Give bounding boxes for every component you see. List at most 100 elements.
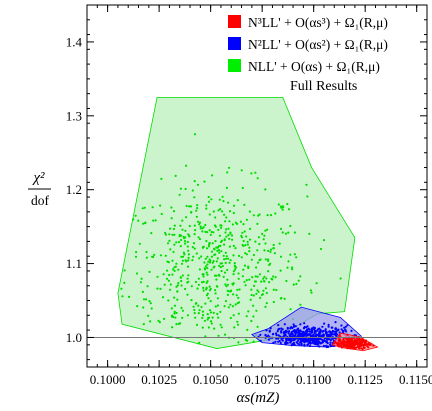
series-2-point <box>279 227 283 230</box>
series-2-point <box>210 230 213 234</box>
series-2-point <box>227 201 230 204</box>
series-2-point <box>219 208 222 211</box>
series-2-point <box>180 284 183 287</box>
series-1-point <box>313 341 316 344</box>
series-2-point <box>285 279 288 283</box>
series-2-point <box>287 260 290 263</box>
series-2-point <box>258 259 261 262</box>
series-0-point <box>363 343 366 346</box>
series-1-point <box>327 325 330 328</box>
series-2-point <box>158 321 161 324</box>
series-2-point <box>201 310 204 313</box>
series-0-point <box>353 338 357 341</box>
series-2-point <box>277 203 280 206</box>
series-2-point <box>248 238 252 241</box>
series-2-point <box>206 318 209 321</box>
series-0-point <box>360 342 363 345</box>
series-2-point <box>168 233 171 236</box>
series-2-point <box>159 254 162 257</box>
series-2-point <box>241 186 244 190</box>
series-1-point <box>297 339 300 342</box>
y-axis-label-denominator: dof <box>31 193 50 208</box>
series-2-point <box>181 309 184 312</box>
series-0-point <box>340 344 343 347</box>
series-0-point <box>362 339 365 343</box>
series-2-point <box>242 268 245 271</box>
series-2-point <box>206 267 209 270</box>
series-2-point <box>207 195 210 199</box>
series-2-point <box>201 273 204 276</box>
series-2-point <box>178 193 181 196</box>
series-2-point <box>185 216 188 219</box>
series-2-point <box>254 280 257 283</box>
series-1-point <box>341 329 344 332</box>
series-2-point <box>205 247 209 250</box>
series-2-point <box>192 255 195 258</box>
series-2-point <box>206 280 209 283</box>
series-2-point <box>224 300 228 303</box>
series-2-point <box>177 268 180 271</box>
series-2-point <box>246 339 249 342</box>
series-2-point <box>267 270 270 273</box>
series-2-point <box>259 296 262 299</box>
legend-entry-n3ll: N³LL' + O(αs³) + Ω₁(R,μ) <box>248 15 388 30</box>
series-2-point <box>166 242 170 245</box>
series-2-point <box>163 317 166 320</box>
series-2-point <box>252 315 255 318</box>
series-2-point <box>254 275 257 278</box>
series-2-point <box>168 239 171 242</box>
series-1-point <box>334 327 337 330</box>
series-1-point <box>304 338 307 341</box>
series-2-point <box>194 229 197 232</box>
series-2-point <box>228 237 231 240</box>
series-2-point <box>190 285 193 288</box>
series-2-point <box>229 259 232 262</box>
series-2-point <box>228 210 232 213</box>
series-2-point <box>217 228 220 231</box>
series-2-point <box>266 259 270 262</box>
series-1-point <box>292 341 295 344</box>
series-2-point <box>253 284 256 287</box>
series-2-point <box>236 320 239 323</box>
series-2-point <box>207 297 210 300</box>
series-2-point <box>226 268 229 272</box>
series-2-point <box>289 308 292 311</box>
series-2-point <box>184 229 187 232</box>
series-1-point <box>321 341 324 344</box>
series-2-point <box>196 183 200 186</box>
series-2-point <box>202 314 205 317</box>
series-2-point <box>245 218 248 221</box>
series-1-point <box>344 325 347 328</box>
series-2-point <box>214 292 217 295</box>
series-2-point <box>207 326 210 329</box>
series-2-point <box>142 306 145 309</box>
series-2-point <box>210 250 214 253</box>
series-2-point <box>172 250 175 254</box>
series-2-point <box>203 319 206 322</box>
series-1-point <box>296 328 299 331</box>
x-tick-label: 0.1100 <box>296 372 331 387</box>
series-2-point <box>255 266 258 269</box>
series-1-point <box>307 339 311 342</box>
series-0-point <box>337 339 340 342</box>
series-2-point <box>339 277 342 280</box>
series-2-point <box>232 254 235 257</box>
series-2-point <box>146 285 149 288</box>
series-2-point <box>203 261 206 264</box>
series-1-point <box>313 328 316 331</box>
series-2-point <box>244 252 247 255</box>
series-1-point <box>274 340 277 343</box>
series-2-point <box>205 281 208 284</box>
series-2-point <box>176 284 179 287</box>
series-2-point <box>193 247 196 250</box>
series-2-point <box>149 320 152 323</box>
y-tick-label: 1.1 <box>66 256 82 271</box>
series-2-point <box>183 253 186 256</box>
series-2-point <box>266 228 269 231</box>
series-1-point <box>343 326 346 329</box>
series-1-point <box>302 327 306 330</box>
series-1-point <box>306 328 309 331</box>
series-1-point <box>277 324 280 327</box>
series-2-point <box>190 299 193 302</box>
